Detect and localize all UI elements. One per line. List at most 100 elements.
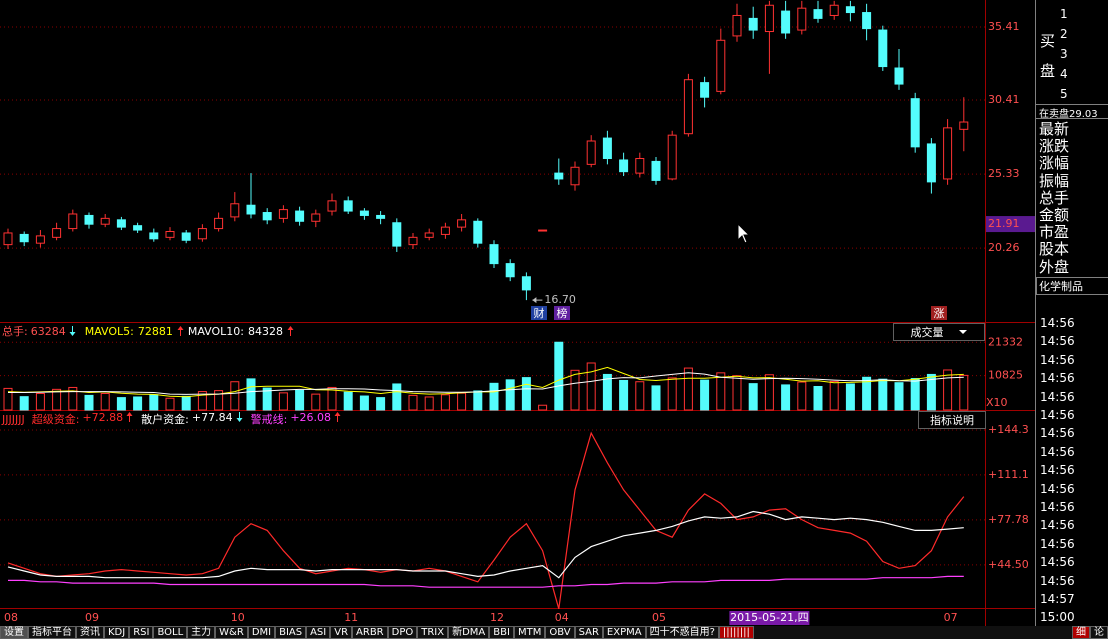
- toolbar-tab[interactable]: MTM: [513, 626, 546, 639]
- divider: [1036, 118, 1108, 119]
- tick-time: 14:57: [1040, 592, 1075, 606]
- candle-body: [392, 222, 402, 247]
- toolbar-tab[interactable]: 细: [1072, 626, 1090, 639]
- candle-body: [813, 9, 823, 19]
- quote-field: 总手: [1039, 188, 1070, 207]
- candle-body: [230, 203, 240, 218]
- volume-header: 总手: 63284 MAVOL5: 72881 MAVOL10: 84328: [2, 323, 294, 339]
- volume-bar: [246, 378, 256, 411]
- toolbar-tab[interactable]: ASI: [306, 626, 331, 639]
- legend-name: MAVOL10:: [187, 324, 244, 338]
- candle-body: [278, 209, 288, 219]
- volume-bar: [651, 385, 661, 411]
- tick-time: 14:56: [1040, 555, 1075, 570]
- low-label: 16.70: [544, 293, 576, 306]
- legend-name: 超级资金:: [31, 413, 80, 426]
- help-button[interactable]: 指标说明: [918, 411, 986, 429]
- candle-body: [894, 67, 904, 85]
- toolbar-tab[interactable]: OBV: [545, 626, 575, 639]
- tick-time: 14:56: [1040, 573, 1075, 588]
- tag-limit-up[interactable]: 涨: [931, 306, 947, 320]
- toolbar-tab[interactable]: 主力: [187, 626, 216, 639]
- legend-name: MAVOL5:: [84, 324, 134, 338]
- toolbar-tab[interactable]: 论: [1090, 626, 1108, 639]
- last-price-bg: [986, 216, 1035, 233]
- volume-bar: [764, 374, 774, 411]
- volume-bar: [3, 387, 13, 411]
- toolbar-tab[interactable]: 指标平台: [28, 626, 76, 639]
- y-tick-label: +144.3: [988, 423, 1029, 436]
- volume-bar: [100, 392, 110, 411]
- trend-arrow: [334, 412, 341, 422]
- y-tick-label: +77.78: [988, 513, 1029, 526]
- indicator-legend: 超级资金: +72.88 散户资金: +77.84 警戒线: +26.08: [32, 411, 341, 427]
- tag-rank[interactable]: 榜: [554, 306, 570, 320]
- toolbar-tab[interactable]: 设置: [0, 626, 28, 639]
- toolbar-tab[interactable]: BIAS: [275, 626, 307, 639]
- volume-bar: [116, 397, 126, 411]
- last-price: 21.91: [988, 217, 1020, 230]
- indicator-header: JJJJJJJ 超级资金: +72.88 散户资金: +77.84 警戒线: +26.08: [2, 411, 341, 427]
- toolbar-tab[interactable]: SAR: [574, 626, 603, 639]
- candle-body: [586, 140, 596, 165]
- toolbar-tab[interactable]: ||||||||: [718, 626, 754, 639]
- indicator-selector[interactable]: 成交量: [893, 323, 985, 341]
- volume-bar: [894, 382, 904, 411]
- volume-bar: [732, 375, 742, 411]
- candle-body: [829, 4, 839, 16]
- volume-bar: [635, 381, 645, 411]
- tick-time: 14:56: [1040, 316, 1075, 330]
- toolbar-tab[interactable]: 四十不惑自用?: [645, 626, 719, 639]
- candle-body: [619, 159, 629, 173]
- y-tick-label: 20.26: [988, 241, 1020, 254]
- volume-bar: [878, 378, 888, 411]
- order-level: 5: [1060, 87, 1068, 101]
- trend-arrow: [287, 325, 294, 336]
- toolbar-tab[interactable]: TRIX: [417, 626, 449, 639]
- toolbar-tab[interactable]: W&R: [215, 626, 248, 639]
- sector[interactable]: 化学制品: [1036, 277, 1108, 295]
- toolbar-tab[interactable]: BOLL: [153, 626, 188, 639]
- sell-row: 在卖盘29.03: [1039, 109, 1098, 120]
- order-level: 3: [1060, 47, 1068, 61]
- candle-body: [781, 10, 791, 34]
- toolbar-tab[interactable]: 资讯: [76, 626, 104, 639]
- volume-bar: [538, 404, 548, 411]
- candle-body: [716, 39, 726, 92]
- volume-bar: [359, 395, 369, 411]
- tick-time: 14:56: [1040, 426, 1075, 441]
- volume-bar: [570, 369, 580, 411]
- tick-time: 14:56: [1040, 334, 1075, 349]
- total-value: 63284: [30, 324, 66, 338]
- volume-bar: [845, 383, 855, 411]
- candle-body: [116, 219, 126, 228]
- candle-body: [262, 212, 272, 221]
- candle-body: [764, 4, 774, 33]
- cursor-date-bg: [729, 611, 810, 625]
- toolbar-tab[interactable]: BBI: [489, 626, 514, 639]
- toolbar-tab[interactable]: EXPMA: [602, 626, 646, 639]
- tick-time: 15:00: [1040, 610, 1075, 625]
- candle-body: [959, 121, 969, 130]
- toolbar-tab[interactable]: KDJ: [104, 626, 130, 639]
- toolbar-tab[interactable]: DMI: [247, 626, 276, 639]
- volume-bar: [862, 376, 872, 411]
- quote-field: 涨跌: [1039, 137, 1070, 156]
- candle-body: [327, 200, 337, 212]
- toolbar-tab[interactable]: VR: [330, 626, 353, 639]
- volume-bar: [181, 395, 191, 411]
- divider: [1036, 104, 1108, 105]
- toolbar-tab[interactable]: 新DMA: [448, 626, 490, 639]
- toolbar-tab[interactable]: ARBR: [352, 626, 388, 639]
- legend-value: +77.84: [191, 411, 233, 424]
- volume-bar: [457, 392, 467, 411]
- toolbar-tab[interactable]: RSI: [129, 626, 154, 639]
- candle-body: [635, 158, 645, 174]
- trend-arrow: [177, 325, 184, 336]
- y-tick-label: +111.1: [988, 468, 1029, 481]
- candle-body: [295, 210, 305, 222]
- toolbar-tab[interactable]: DPO: [387, 626, 418, 639]
- volume-bar: [197, 391, 207, 411]
- candle-body: [3, 232, 13, 246]
- tag-finance[interactable]: 财: [531, 306, 547, 320]
